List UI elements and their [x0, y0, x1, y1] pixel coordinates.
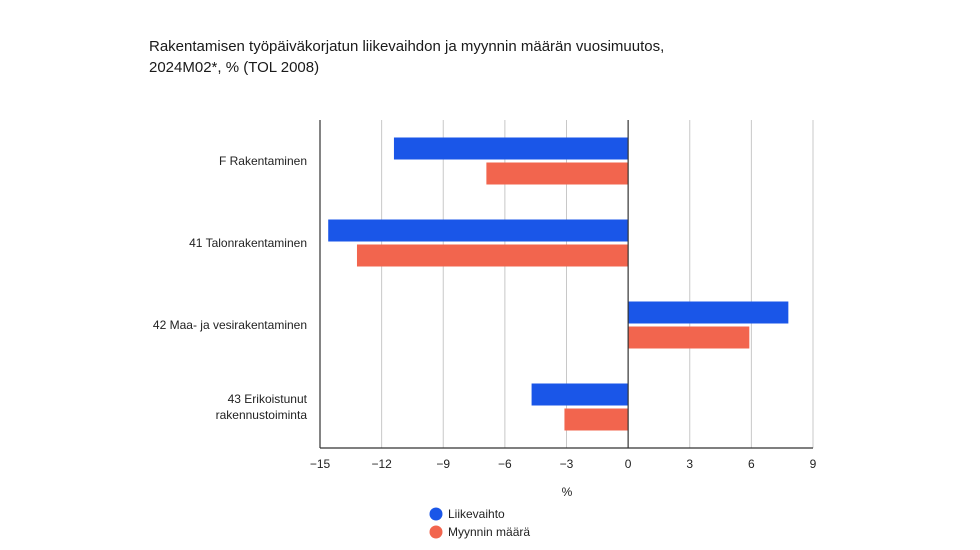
legend-swatch — [429, 525, 443, 539]
category-label: rakennustoiminta — [216, 408, 308, 422]
category-labels: F Rakentaminen 41 Talonrakentaminen 42 Maa… — [153, 154, 308, 422]
x-tick-label: −3 — [560, 457, 574, 471]
bar-myynnin-maara — [486, 162, 629, 185]
chart-title-line-1: Rakentamisen työpäiväkorjatun liikevaihd… — [149, 38, 665, 55]
legend-label: Liikevaihto — [448, 507, 505, 521]
x-tick-label: −15 — [310, 457, 331, 471]
x-tick-labels: −15 −12 −9 −6 −3 0 3 6 9 — [310, 457, 817, 471]
x-tick-label: −9 — [436, 457, 450, 471]
bar-liikevaihto — [393, 137, 629, 160]
bar-liikevaihto — [628, 301, 789, 324]
category-label: 43 Erikoistunut — [228, 392, 308, 406]
chart-title-line-2: 2024M02*, % (TOL 2008) — [149, 59, 320, 76]
axes — [319, 120, 813, 449]
legend-swatch — [429, 507, 443, 521]
bar-myynnin-maara — [628, 326, 750, 349]
x-tick-label: 3 — [686, 457, 693, 471]
x-tick-label: 6 — [748, 457, 755, 471]
x-tick-label: −12 — [371, 457, 392, 471]
x-axis-label: % — [562, 485, 573, 499]
x-tick-label: 9 — [810, 457, 817, 471]
bar-liikevaihto — [531, 383, 629, 406]
chart-title: Rakentamisen työpäiväkorjatun liikevaihd… — [149, 36, 849, 78]
x-tick-label: 0 — [625, 457, 632, 471]
bar-myynnin-maara — [564, 408, 629, 431]
bar-liikevaihto — [328, 219, 629, 242]
category-label: 42 Maa- ja vesirakentaminen — [153, 318, 307, 332]
x-tick-label: −6 — [498, 457, 512, 471]
bar-myynnin-maara — [356, 244, 629, 267]
category-label: 41 Talonrakentaminen — [189, 236, 307, 250]
legend-label: Myynnin määrä — [448, 525, 530, 539]
category-label: F Rakentaminen — [219, 154, 307, 168]
legend: Liikevaihto Myynnin määrä — [429, 507, 530, 539]
bars — [328, 137, 789, 431]
